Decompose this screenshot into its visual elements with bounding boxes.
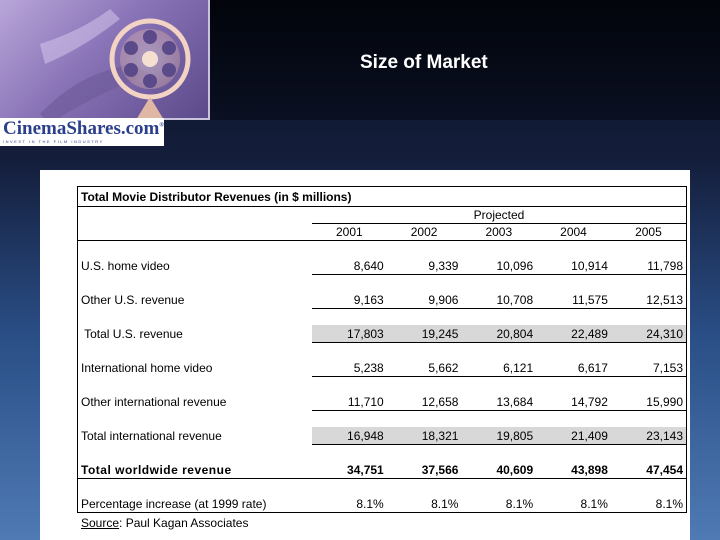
value-cell: 16,948 xyxy=(312,427,387,445)
table-title: Total Movie Distributor Revenues (in $ m… xyxy=(77,186,687,207)
brand-tagline: INVEST IN THE FILM INDUSTRY xyxy=(3,139,104,144)
brand-logo: CinemaShares.com® INVEST IN THE FILM IND… xyxy=(0,118,164,146)
row-label: International home video xyxy=(81,360,213,375)
value-cell: 8,640 xyxy=(312,257,387,275)
value-cell: 8.1% xyxy=(655,496,683,511)
row-label: Total U.S. revenue xyxy=(81,326,183,341)
value-cell: 5,662 xyxy=(386,359,462,377)
value-cell: 13,684 xyxy=(461,393,537,411)
value-cell: 6,121 xyxy=(461,359,537,377)
brand-name: CinemaShares.com® xyxy=(3,118,164,139)
value-cell: 19,805 xyxy=(461,427,537,445)
value-cell: 17,803 xyxy=(312,325,387,343)
year-header-row: 2001 2002 2003 2004 2005 xyxy=(77,223,687,241)
year-header: 2005 xyxy=(610,223,687,241)
value-cell: 10,914 xyxy=(536,257,611,275)
projected-label: Projected xyxy=(312,206,687,224)
row-label: Total international revenue xyxy=(81,428,222,443)
slide-title: Size of Market xyxy=(360,52,488,73)
value-cell: 34,751 xyxy=(312,461,387,479)
value-cell: 43,898 xyxy=(536,461,611,479)
table-row: Total U.S. revenue 17,803 19,245 20,804 … xyxy=(78,325,687,343)
value-cell: 11,798 xyxy=(610,257,687,275)
value-cell: 9,906 xyxy=(386,291,462,309)
value-cell: 18,321 xyxy=(386,427,462,445)
value-cell: 14,792 xyxy=(536,393,611,411)
table-row: International home video 5,238 5,662 6,1… xyxy=(78,359,687,377)
value-cell: 21,409 xyxy=(536,427,611,445)
value-cell: 8.1% xyxy=(431,496,459,511)
value-cell: 22,489 xyxy=(536,325,611,343)
value-cell: 9,339 xyxy=(386,257,462,275)
value-cell: 8.1% xyxy=(505,496,534,511)
row-label: Other international revenue xyxy=(81,394,227,409)
row-label: Percentage increase (at 1999 rate) xyxy=(81,496,267,511)
source-label: Source xyxy=(81,516,120,530)
row-label: Total worldwide revenue xyxy=(81,462,232,477)
value-cell: 5,238 xyxy=(312,359,387,377)
row-label: Other U.S. revenue xyxy=(81,292,185,307)
year-header: 2004 xyxy=(536,223,611,241)
value-cell: 8.1% xyxy=(580,496,608,511)
year-header: 2001 xyxy=(312,223,387,241)
value-cell: 40,609 xyxy=(461,461,537,479)
row-label: U.S. home video xyxy=(81,258,170,273)
value-cell: 15,990 xyxy=(610,393,687,411)
source-text: : Paul Kagan Associates xyxy=(119,516,249,530)
value-cell: 9,163 xyxy=(312,291,387,309)
value-cell: 23,143 xyxy=(610,427,687,445)
value-cell: 20,804 xyxy=(461,325,537,343)
value-cell: 7,153 xyxy=(610,359,687,377)
value-cell: 8.1% xyxy=(356,496,384,511)
year-header: 2002 xyxy=(386,223,462,241)
value-cell: 47,454 xyxy=(610,461,687,479)
table-row: Other international revenue 11,710 12,65… xyxy=(78,393,687,411)
table-row: Total worldwide revenue 34,751 37,566 40… xyxy=(78,461,687,479)
revenue-table: Total Movie Distributor Revenues (in $ m… xyxy=(77,186,687,513)
value-cell: 12,658 xyxy=(386,393,462,411)
value-cell: 37,566 xyxy=(386,461,462,479)
value-cell: 12,513 xyxy=(610,291,687,309)
source-note: Source: Paul Kagan Associates xyxy=(81,516,248,530)
value-cell: 10,708 xyxy=(461,291,537,309)
film-reel-icon xyxy=(40,9,191,118)
table-row: Total international revenue 16,948 18,32… xyxy=(78,427,687,445)
value-cell: 10,096 xyxy=(461,257,537,275)
table-row: U.S. home video 8,640 9,339 10,096 10,91… xyxy=(78,257,687,275)
value-cell: 11,710 xyxy=(312,393,387,411)
value-cell: 24,310 xyxy=(610,325,687,343)
value-cell: 19,245 xyxy=(386,325,462,343)
film-reel-artwork xyxy=(0,0,210,120)
value-cell: 6,617 xyxy=(536,359,611,377)
table-row: Percentage increase (at 1999 rate) 8.1% … xyxy=(78,495,687,513)
value-cell: 11,575 xyxy=(536,291,611,309)
year-header: 2003 xyxy=(461,223,537,241)
table-row: Other U.S. revenue 9,163 9,906 10,708 11… xyxy=(78,291,687,309)
